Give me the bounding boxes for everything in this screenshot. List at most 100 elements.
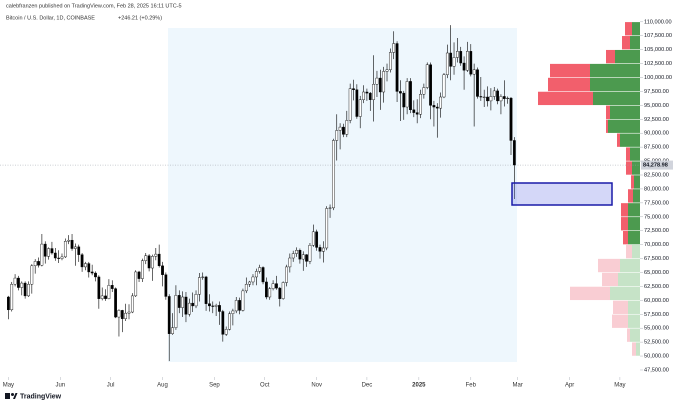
profile-up: [632, 161, 640, 175]
candle-body: [321, 247, 325, 252]
y-tick-label: 47,500.00: [644, 367, 669, 373]
candle-body: [459, 51, 463, 64]
candle-body: [47, 248, 50, 257]
candle-body: [104, 295, 107, 299]
candle-body: [234, 300, 238, 312]
candle-body: [301, 254, 305, 260]
candle-body: [241, 290, 245, 311]
candle-body: [100, 295, 104, 299]
x-tick-label: Dec: [362, 383, 373, 389]
candle-body: [439, 96, 443, 109]
candle-body: [7, 296, 10, 311]
candle-body: [27, 283, 30, 297]
profile-up: [632, 22, 640, 36]
y-tick-label: 100,000.00: [644, 75, 672, 81]
candle-body: [375, 77, 379, 85]
candle-body: [84, 263, 87, 268]
candle-body: [218, 305, 221, 312]
candle-body: [308, 244, 312, 262]
candle-body: [94, 272, 97, 278]
brand: TradingView: [20, 393, 62, 400]
y-tick-label: 110,000.00: [644, 19, 672, 25]
candle-body: [479, 96, 483, 98]
candle-body: [305, 254, 308, 262]
profile-up: [628, 203, 640, 217]
profile-up: [630, 328, 640, 342]
candle-body: [30, 265, 34, 285]
candle-body: [208, 303, 211, 307]
candle-body: [462, 62, 466, 71]
candle-body: [20, 282, 24, 288]
profile-down: [625, 22, 632, 36]
last-price-label: 84,278.98: [643, 163, 668, 169]
candle-body: [352, 88, 355, 90]
candle-body: [238, 300, 241, 311]
publisher-line: calebfranzen published on TradingView.co…: [6, 3, 182, 9]
candle-body: [204, 276, 208, 304]
profile-down: [538, 91, 593, 106]
candle-body: [151, 256, 154, 269]
candle-body: [17, 277, 20, 288]
y-tick-label: 62,500.00: [644, 284, 669, 290]
y-tick-label: 80,000.00: [644, 186, 669, 192]
profile-up: [628, 217, 640, 231]
candle-body: [194, 294, 198, 307]
profile-up: [636, 342, 640, 356]
profile-down: [606, 119, 608, 133]
profile-down: [617, 133, 620, 147]
profile-down: [548, 77, 590, 92]
candle-body: [405, 81, 409, 108]
candle-body: [358, 99, 362, 117]
candle-body: [107, 285, 111, 299]
candle-body: [499, 96, 503, 102]
candle-body: [167, 296, 171, 334]
y-tick-label: 67,500.00: [644, 256, 669, 262]
candle-body: [345, 120, 349, 135]
candle-body: [409, 81, 412, 111]
candle-body: [114, 288, 117, 318]
candle-body: [402, 92, 406, 108]
candle-body: [161, 265, 164, 275]
candle-body: [372, 83, 375, 100]
candle-body: [348, 88, 352, 121]
candle-body: [37, 261, 40, 266]
target-box: [511, 182, 613, 206]
profile-up: [630, 147, 640, 161]
x-tick-label: Aug: [157, 383, 168, 389]
candle-body: [342, 126, 345, 135]
profile-down: [612, 314, 628, 328]
candle-body: [445, 52, 449, 75]
x-tick-label: Oct: [260, 383, 270, 389]
y-tick-label: 90,000.00: [644, 131, 669, 137]
candle-body: [496, 90, 499, 102]
y-tick-label: 87,500.00: [644, 145, 669, 151]
candle-body: [415, 112, 419, 115]
candle-body: [489, 96, 493, 102]
y-tick-label: 105,000.00: [644, 47, 672, 53]
y-tick-label: 82,500.00: [644, 172, 669, 178]
candle-body: [251, 276, 255, 283]
candle-body: [422, 87, 426, 95]
candle-body: [224, 329, 228, 335]
candle-body: [492, 90, 496, 97]
candle-body: [23, 282, 27, 297]
candle-body: [141, 260, 144, 279]
y-tick-label: 92,500.00: [644, 117, 669, 123]
symbol-line: Bitcoin / U.S. Dollar, 1D, COINBASE: [6, 15, 95, 21]
candle-body: [382, 71, 386, 93]
candle-body: [144, 255, 148, 261]
profile-down: [631, 175, 634, 189]
profile-up: [615, 49, 640, 64]
candle-body: [77, 246, 81, 255]
candle-body: [211, 305, 215, 307]
candle-body: [90, 271, 94, 274]
candle-body: [419, 94, 422, 115]
profile-down: [613, 300, 628, 314]
candle-body: [177, 295, 181, 308]
candle-body: [295, 250, 298, 254]
y-tick-label: 65,000.00: [644, 270, 669, 276]
profile-up: [628, 300, 640, 314]
candle-body: [157, 253, 161, 267]
x-tick-label: Feb: [466, 383, 477, 389]
